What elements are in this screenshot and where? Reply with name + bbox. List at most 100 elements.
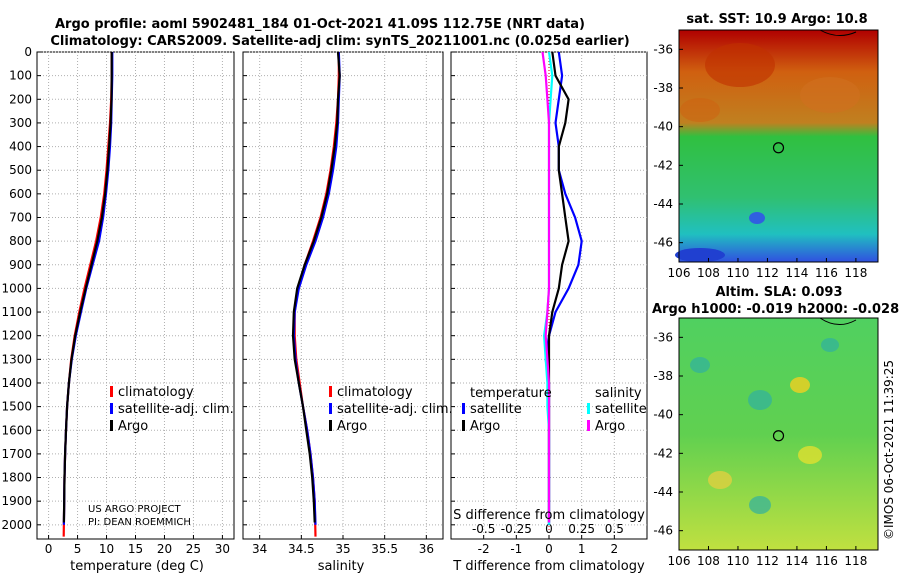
- legend-swatch-s-satellite: [587, 403, 590, 414]
- argo-float-marker: [772, 430, 785, 442]
- y-tick-label: 1900: [1, 494, 32, 508]
- x-tick-label: 0: [545, 542, 553, 556]
- legend-title-temperature: temperature: [470, 386, 552, 401]
- x-tick-label: 10: [99, 542, 114, 556]
- legend-swatch-s-argo: [587, 420, 590, 431]
- x-tick-label: -2: [478, 542, 490, 556]
- x-tick-label: 116: [815, 266, 838, 280]
- watermark: ©IMOS 06-Oct-2021 11:39:25: [882, 360, 896, 540]
- x-tick-label: 35: [335, 542, 350, 556]
- sla-low-patch: [748, 390, 772, 410]
- temperature-legend: climatology satellite-adj. clim. Argo: [110, 385, 234, 434]
- credits-line-1: US ARGO PROJECT: [88, 504, 182, 515]
- y-tick-label: -44: [653, 485, 673, 499]
- y-tick-label: 0: [24, 45, 32, 59]
- y-tick-label: -38: [653, 369, 673, 383]
- x-tick-label: 20: [157, 542, 172, 556]
- sla-map: Altim. SLA: 0.093 Argo h1000: -0.019 h20…: [652, 285, 899, 568]
- series-line: [541, 52, 551, 523]
- sst-warm-patch: [705, 43, 775, 87]
- y-tick-label: -44: [653, 197, 673, 211]
- y-tick-label: 2000: [1, 518, 32, 532]
- x-tick-label: 2: [611, 542, 619, 556]
- x-tick-label: 36: [419, 542, 434, 556]
- credits-line-2: PI: DEAN ROEMMICH: [88, 517, 191, 528]
- x-tick-label: 1: [578, 542, 586, 556]
- legend-label-s-argo: Argo: [595, 419, 625, 434]
- temperature-xlabel: temperature (deg C): [70, 559, 204, 574]
- y-tick-label: -38: [653, 81, 673, 95]
- legend-swatch-argo: [110, 420, 113, 431]
- x-tick-label: 106: [668, 266, 691, 280]
- y-tick-label: -46: [653, 236, 673, 250]
- y-tick-label: 1800: [1, 471, 32, 485]
- salinity-legend: climatology satellite-adj. clim. Argo: [329, 385, 453, 434]
- legend-swatch-satellite: [329, 403, 332, 414]
- y-tick-label: -42: [653, 446, 673, 460]
- x-tick-label: 15: [128, 542, 143, 556]
- x-tick-label: 116: [815, 554, 838, 568]
- sst-map-title: sat. SST: 10.9 Argo: 10.8: [686, 12, 867, 27]
- difference-legend: temperature satellite Argo salinity sate…: [462, 386, 647, 434]
- sst-warm-patch: [680, 98, 720, 122]
- salinity-series-group: [291, 52, 341, 537]
- title-line-2: Climatology: CARS2009. Satellite-adj cli…: [50, 34, 629, 49]
- sla-map-frame: [678, 317, 879, 551]
- x-tick-label: 114: [785, 554, 808, 568]
- argo-float-marker: [772, 142, 785, 154]
- y-tick-label: 700: [9, 210, 32, 224]
- sla-map-ticks: 106 108 110 112 114 116 118 -36 -38 -40 -42 -44 -46: [653, 330, 867, 568]
- y-tick-label: 200: [9, 92, 32, 106]
- legend-swatch-t-satellite: [462, 403, 465, 414]
- legend-label-t-satellite: satellite: [470, 402, 522, 417]
- difference-series-group: [541, 52, 583, 525]
- sla-high-patch: [790, 377, 810, 393]
- legend-swatch-argo: [329, 420, 332, 431]
- profile-lines: [62, 52, 583, 537]
- s-tick-label: -0.5: [472, 522, 495, 536]
- x-tick-label: 112: [756, 554, 779, 568]
- y-tick-label: -40: [653, 120, 673, 134]
- legend-swatch-satellite: [110, 403, 113, 414]
- legend-title-salinity: salinity: [595, 386, 642, 401]
- y-tick-label: 1300: [1, 352, 32, 366]
- x-tick-label: 35.5: [371, 542, 398, 556]
- sla-map-title-2: Argo h1000: -0.019 h2000: -0.028: [652, 302, 899, 317]
- x-tick-label: 25: [186, 542, 201, 556]
- x-tick-label: 118: [844, 266, 867, 280]
- x-tick-label: 112: [756, 266, 779, 280]
- legend-label-climatology: climatology: [337, 385, 413, 400]
- x-tick-label: 5: [74, 542, 82, 556]
- y-tick-label: -40: [653, 408, 673, 422]
- y-tick-label: 100: [9, 69, 32, 83]
- axis-ticks: 0100200300400500600700800900100011001200…: [1, 45, 623, 556]
- y-tick-label: -36: [653, 42, 673, 56]
- s-tick-label: 0.5: [605, 522, 624, 536]
- s-tick-label: 0: [545, 522, 553, 536]
- x-tick-label: 0: [45, 542, 53, 556]
- sla-high-patch: [708, 471, 732, 489]
- sst-warm-patch: [800, 77, 860, 113]
- y-tick-label: -36: [653, 330, 673, 344]
- sla-map-title-1: Altim. SLA: 0.093: [716, 285, 843, 300]
- y-tick-label: 1100: [1, 305, 32, 319]
- y-tick-label: 1200: [1, 329, 32, 343]
- legend-label-s-satellite: satellite: [595, 402, 647, 417]
- legend-label-argo: Argo: [337, 419, 367, 434]
- x-tick-label: 30: [215, 542, 230, 556]
- sst-contour: [819, 29, 857, 36]
- x-tick-label: 34.5: [288, 542, 315, 556]
- x-tick-label: -1: [510, 542, 522, 556]
- y-tick-label: -42: [653, 158, 673, 172]
- x-tick-label: 106: [668, 554, 691, 568]
- sla-high-patch: [798, 446, 822, 464]
- s-tick-label: -0.25: [501, 522, 532, 536]
- y-tick-label: 800: [9, 234, 32, 248]
- s-tick-label: 0.25: [568, 522, 595, 536]
- temperature-series-group: [62, 52, 114, 537]
- y-tick-label: 1400: [1, 376, 32, 390]
- x-tick-label: 108: [697, 266, 720, 280]
- sla-low-patch: [821, 338, 839, 352]
- series-line: [62, 52, 113, 523]
